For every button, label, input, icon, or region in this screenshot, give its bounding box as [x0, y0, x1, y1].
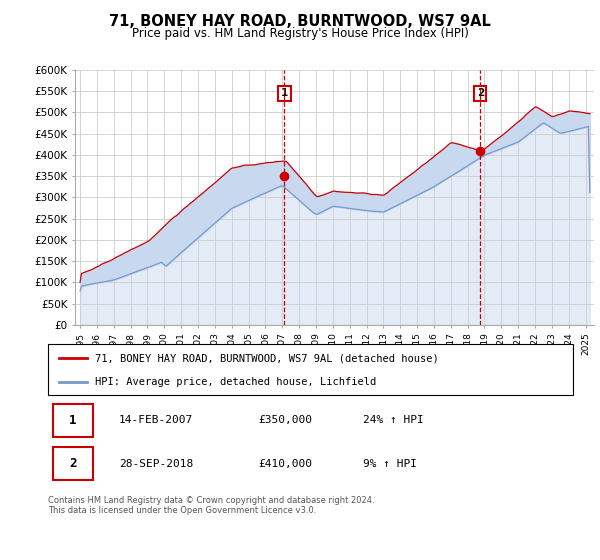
Text: £410,000: £410,000 — [258, 459, 312, 469]
Text: 1: 1 — [281, 88, 288, 99]
Text: 1: 1 — [69, 414, 77, 427]
FancyBboxPatch shape — [48, 344, 573, 395]
Text: Contains HM Land Registry data © Crown copyright and database right 2024.
This d: Contains HM Land Registry data © Crown c… — [48, 496, 374, 515]
Text: 2: 2 — [69, 458, 77, 470]
FancyBboxPatch shape — [53, 447, 92, 480]
Text: 71, BONEY HAY ROAD, BURNTWOOD, WS7 9AL: 71, BONEY HAY ROAD, BURNTWOOD, WS7 9AL — [109, 14, 491, 29]
Text: 71, BONEY HAY ROAD, BURNTWOOD, WS7 9AL (detached house): 71, BONEY HAY ROAD, BURNTWOOD, WS7 9AL (… — [95, 353, 439, 363]
FancyBboxPatch shape — [53, 404, 92, 437]
Text: 2: 2 — [476, 88, 484, 99]
Text: Price paid vs. HM Land Registry's House Price Index (HPI): Price paid vs. HM Land Registry's House … — [131, 27, 469, 40]
Text: 14-FEB-2007: 14-FEB-2007 — [119, 416, 193, 426]
Text: 28-SEP-2018: 28-SEP-2018 — [119, 459, 193, 469]
Text: 24% ↑ HPI: 24% ↑ HPI — [363, 416, 424, 426]
Text: £350,000: £350,000 — [258, 416, 312, 426]
Text: HPI: Average price, detached house, Lichfield: HPI: Average price, detached house, Lich… — [95, 377, 377, 387]
Text: 9% ↑ HPI: 9% ↑ HPI — [363, 459, 417, 469]
